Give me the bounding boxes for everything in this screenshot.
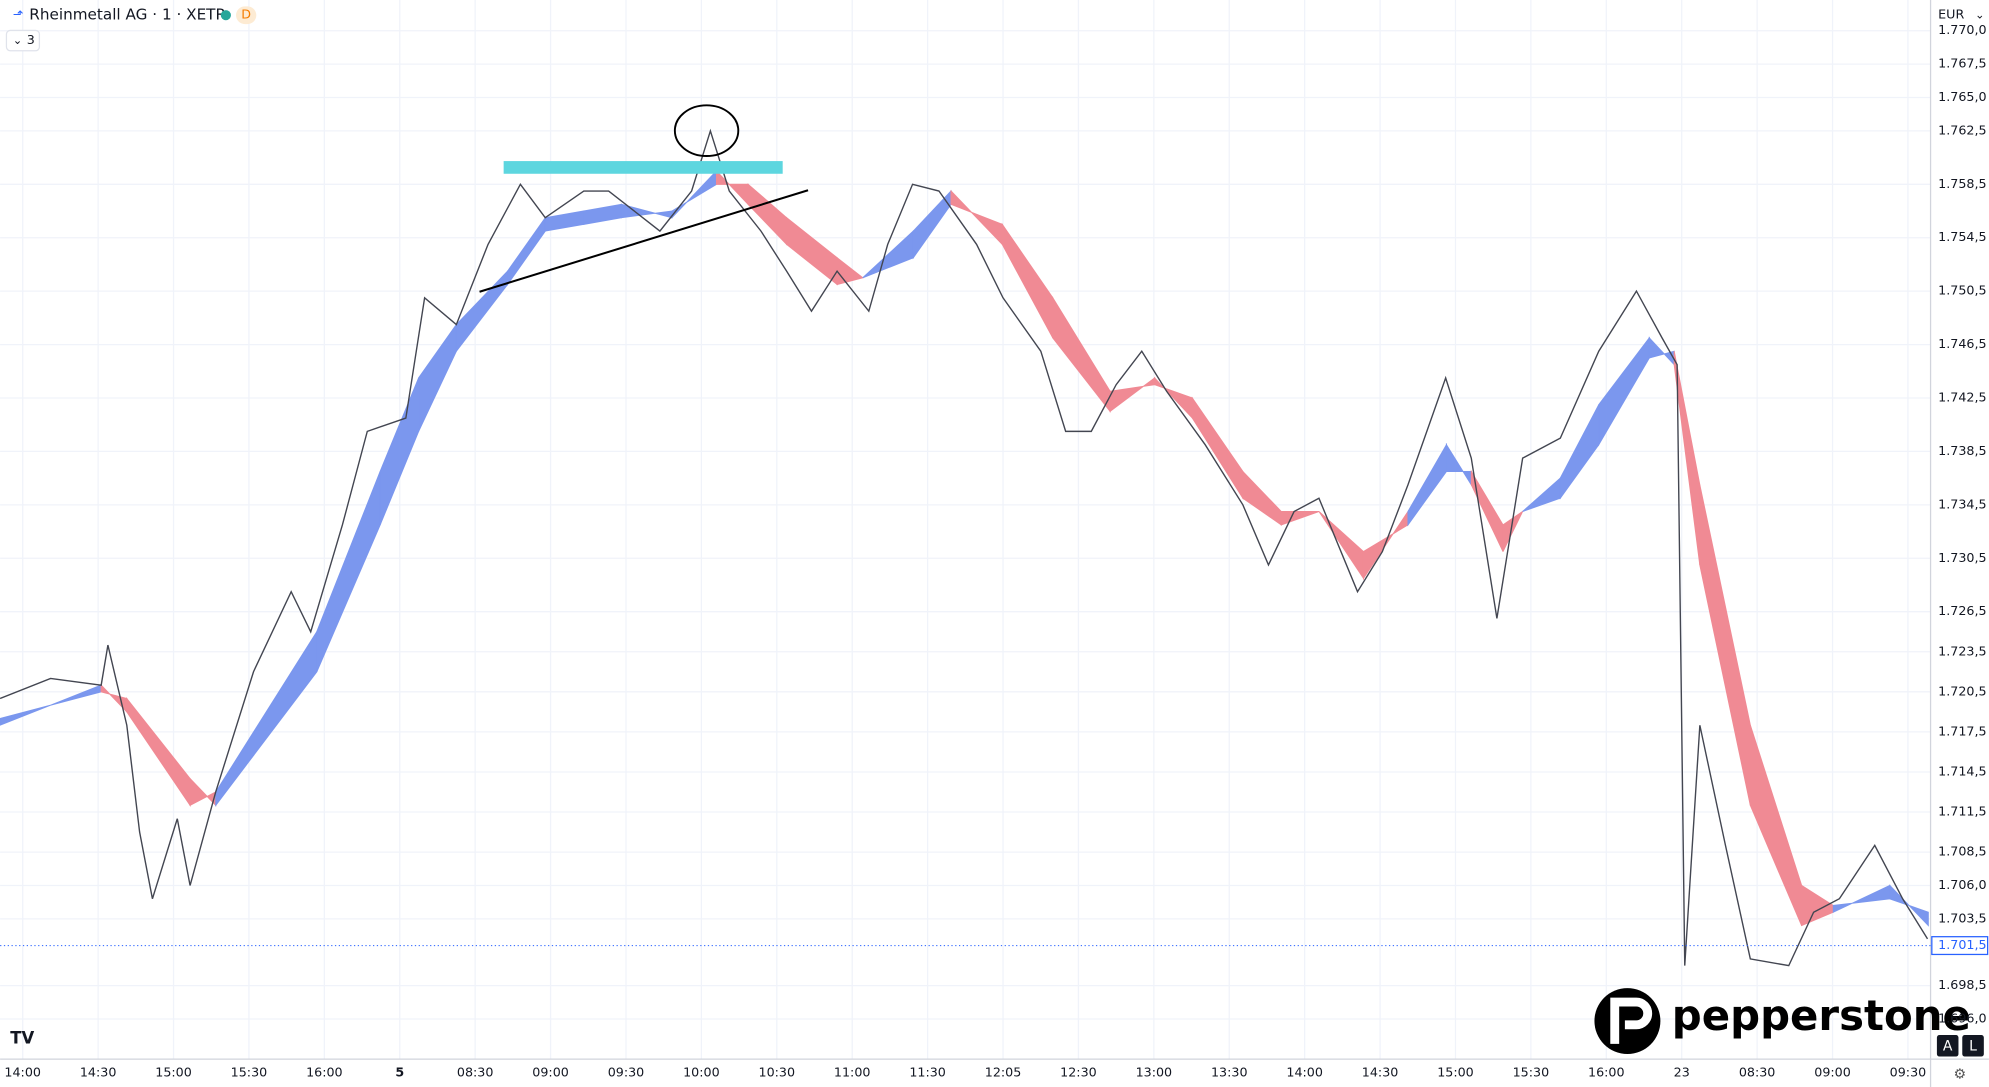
x-tick-label: 12:30 [1060, 1065, 1097, 1080]
y-tick-label: 1.726,5 [1938, 603, 1986, 618]
y-tick-label: 1.738,5 [1938, 443, 1986, 458]
x-tick-label: 08:30 [457, 1065, 494, 1080]
tv-mark: TV [10, 1028, 34, 1047]
y-tick-label: 1.714,5 [1938, 763, 1986, 778]
y-tick-label: 1.696,0 [1938, 1011, 1986, 1026]
trend-line [479, 189, 809, 293]
tv-logo: TV PRO [10, 1028, 79, 1047]
x-tick-label: 09:30 [1890, 1065, 1927, 1080]
ribbon [0, 169, 1929, 927]
indicator-count: 3 [27, 32, 35, 47]
x-tick-label: 23 [1674, 1065, 1690, 1080]
currency-chevron: ⌄ [1975, 8, 1985, 22]
x-tick-label: 13:00 [1136, 1065, 1173, 1080]
chart-title: Rheinmetall AG · 1 · XETR [29, 6, 226, 24]
y-tick-label: 1.762,5 [1938, 122, 1986, 137]
x-tick-label: 14:00 [1286, 1065, 1323, 1080]
y-tick-label: 1.754,5 [1938, 229, 1986, 244]
settings-icon[interactable]: ⚙ [1953, 1066, 1966, 1082]
chevron: ⌄ [13, 33, 23, 47]
x-tick-label: 15:00 [155, 1065, 192, 1080]
circle-annotation [673, 104, 740, 157]
y-tick-label: 1.723,5 [1938, 643, 1986, 658]
header: ⬏ Rheinmetall AG · 1 · XETR D ⌄ 3 [5, 6, 257, 52]
x-tick-label: 15:30 [1513, 1065, 1550, 1080]
log-button[interactable] [1962, 1034, 1984, 1057]
x-tick-label: 11:30 [909, 1065, 946, 1080]
y-tick-label: 1.720,5 [1938, 683, 1986, 698]
log-label: L [1969, 1038, 1977, 1054]
auto-label: A [1943, 1038, 1953, 1054]
x-tick-label: 15:30 [231, 1065, 268, 1080]
price-line [0, 128, 1929, 967]
x-tick-label: 09:30 [608, 1065, 645, 1080]
y-tick-label: 1.767,5 [1938, 56, 1986, 71]
y-tick-label: 1.765,0 [1938, 89, 1986, 104]
x-tick-label: 5 [395, 1065, 404, 1080]
resistance-zone [503, 161, 783, 174]
x-tick-label: 13:30 [1211, 1065, 1248, 1080]
ribbon-segment [1280, 511, 1320, 526]
x-tick-label: 14:00 [4, 1065, 41, 1080]
series [0, 128, 1929, 967]
x-tick-label: 14:30 [1362, 1065, 1399, 1080]
x-tick-label: 12:05 [985, 1065, 1022, 1080]
brand-glyph [1610, 997, 1653, 1044]
last-price-box [1931, 936, 1989, 956]
x-tick-label: 15:00 [1437, 1065, 1474, 1080]
x-tick-label: 11:00 [834, 1065, 871, 1080]
y-tick-label: 1.698,5 [1938, 977, 1986, 992]
axes: 1.770,0 1.767,5 1.765,0 1.762,5 1.758,5 1.754… [0, 22, 1989, 1080]
x-tick-label: 08:30 [1739, 1065, 1776, 1080]
x-tick-label: 09:00 [1814, 1065, 1851, 1080]
badge-bg [236, 6, 257, 25]
interval-badge: D [241, 7, 251, 22]
currency-label[interactable]: EUR [1938, 7, 1964, 22]
market-status [220, 10, 231, 21]
brand-name: pepperstone [1672, 991, 1971, 1040]
x-tick-label: 14:30 [80, 1065, 117, 1080]
auto-button[interactable] [1936, 1034, 1959, 1057]
x-tick-label: 09:00 [532, 1065, 569, 1080]
y-tick-label: 1.734,5 [1938, 496, 1986, 511]
ribbon-segment [1889, 884, 1929, 927]
y-tick-label: 1.742,5 [1938, 389, 1986, 404]
y-tick-label: 1.706,0 [1938, 877, 1986, 892]
y-tick-label: 1.703,5 [1938, 910, 1986, 925]
symbol-icon: ⬏ [13, 7, 24, 22]
y-tick-label: 1.758,5 [1938, 176, 1986, 191]
y-tick-label: 1.750,5 [1938, 283, 1986, 298]
y-tick-label: 1.730,5 [1938, 550, 1986, 565]
y-tick-label: 1.708,5 [1938, 844, 1986, 859]
x-tick-label: 16:00 [306, 1065, 343, 1080]
y-tick-label: 1.746,5 [1938, 336, 1986, 351]
x-tick-label: 10:30 [759, 1065, 796, 1080]
indicator-toggle[interactable] [5, 29, 41, 52]
tv-badge: PRO [52, 1031, 79, 1045]
x-tick-label: 16:00 [1588, 1065, 1625, 1080]
y-tick-label: 1.770,0 [1938, 22, 1986, 37]
last-price-label: 1.701,5 [1938, 937, 1986, 952]
x-tick-label: 10:00 [683, 1065, 720, 1080]
brand-logo: pepperstone [1594, 988, 1971, 1055]
y-tick-label: 1.711,5 [1938, 804, 1986, 819]
y-tick-label: 1.717,5 [1938, 723, 1986, 738]
